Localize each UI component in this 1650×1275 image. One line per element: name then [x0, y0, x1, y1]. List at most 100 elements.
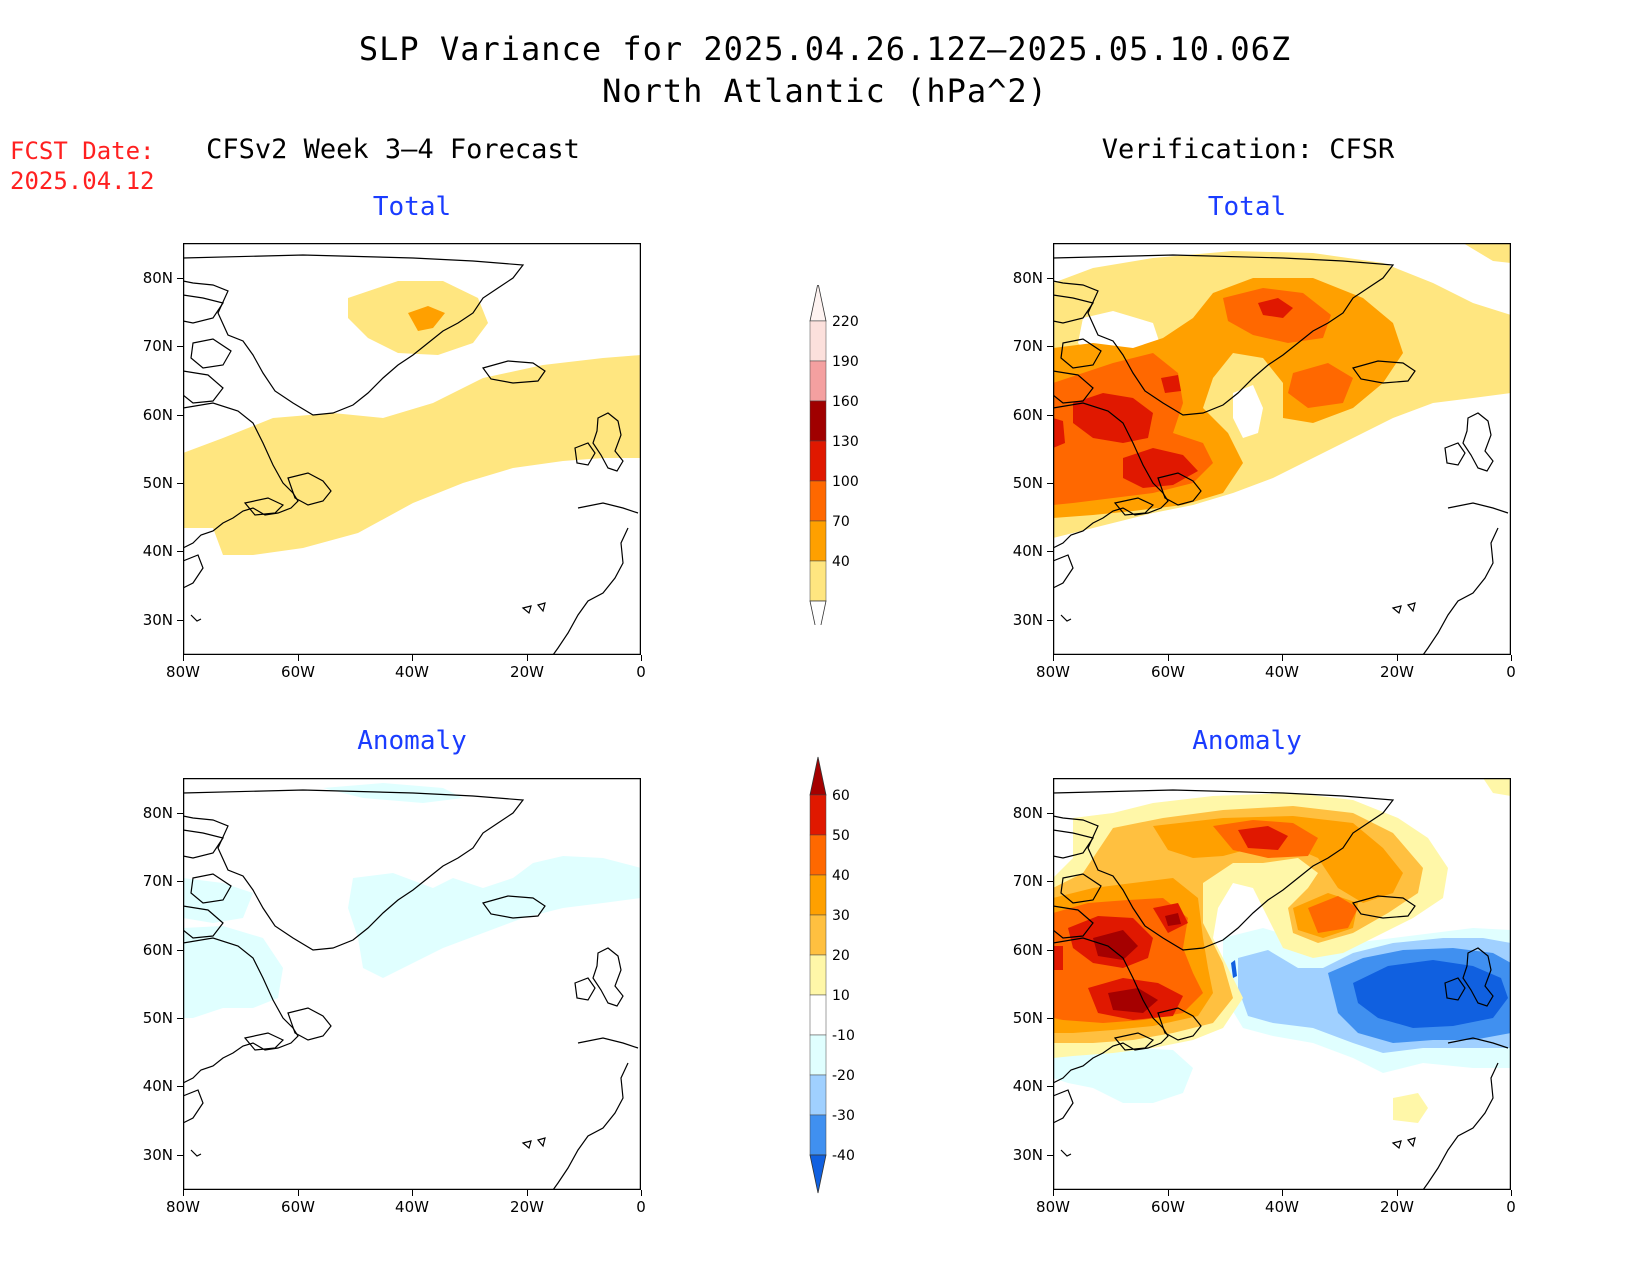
colorbar-anomaly-label: -30	[832, 1108, 855, 1124]
forecast-anomaly-lat-tick	[177, 881, 183, 882]
verification-anomaly-lon-label: 60W	[1151, 1198, 1185, 1216]
forecast-anomaly-map	[183, 778, 641, 1190]
colorbar-total-label: 40	[832, 554, 850, 570]
colorbar-total-label: 190	[832, 354, 859, 370]
forecast-total-lon-label: 40W	[395, 663, 429, 681]
verification-total-lat-label: 40N	[1012, 542, 1043, 560]
colorbar-total-segment	[809, 520, 827, 562]
fcst-date-block: FCST Date: 2025.04.12	[10, 136, 155, 196]
colorbar-anomaly-segment	[809, 914, 827, 956]
forecast-total-lat-tick	[177, 415, 183, 416]
verification-anomaly-map	[1053, 778, 1511, 1190]
verification-total-lat-label: 60N	[1012, 406, 1043, 424]
forecast-anomaly-lon-label: 0	[636, 1198, 646, 1216]
colorbar-total: 220 190 160 130 100 70 40	[800, 282, 880, 640]
verification-anomaly-lon-tick	[1168, 1190, 1169, 1196]
colorbar-anomaly-label: 30	[832, 908, 850, 924]
verification-total-lon-label: 0	[1506, 663, 1516, 681]
verification-anomaly-contours	[1053, 778, 1511, 1123]
verification-total-lat-tick	[1047, 346, 1053, 347]
fcst-date-label: FCST Date:	[10, 137, 155, 165]
verification-anomaly-lon-label: 20W	[1380, 1198, 1414, 1216]
colorbar-total-label: 70	[832, 514, 850, 530]
colorbar-anomaly-label: -20	[832, 1068, 855, 1084]
forecast-total-map	[183, 243, 641, 655]
colorbar-anomaly-label: -10	[832, 1028, 855, 1044]
verification-total-map	[1053, 243, 1511, 655]
forecast-total-lat-label: 60N	[142, 406, 173, 424]
forecast-anomaly-lon-label: 40W	[395, 1198, 429, 1216]
forecast-total-lon-tick	[641, 655, 642, 661]
verification-total-lon-tick	[1282, 655, 1283, 661]
colorbar-total-segment	[809, 560, 827, 602]
verification-total-contours	[1053, 243, 1511, 538]
forecast-total-lat-tick	[177, 278, 183, 279]
colorbar-anomaly-segment	[809, 1074, 827, 1116]
colorbar-anomaly-segment	[809, 994, 827, 1036]
forecast-anomaly-lat-label: 30N	[142, 1146, 173, 1164]
verification-total-lon-tick	[1511, 655, 1512, 661]
forecast-anomaly-lat-label: 60N	[142, 941, 173, 959]
colorbar-anomaly-label: 50	[832, 828, 850, 844]
forecast-anomaly-lat-label: 50N	[142, 1009, 173, 1027]
forecast-anomaly-subtitle: Anomaly	[357, 726, 467, 756]
verification-anomaly-lat-label: 80N	[1012, 804, 1043, 822]
colorbar-total-segment	[809, 480, 827, 522]
verification-anomaly-lon-label: 40W	[1265, 1198, 1299, 1216]
colorbar-total-label: 160	[832, 394, 859, 410]
verification-total-lon-label: 40W	[1265, 663, 1299, 681]
colorbar-anomaly: 60 50 40 30 20 10 -10 -20 -30 -40	[800, 755, 880, 1219]
verification-anomaly-lat-label: 70N	[1012, 872, 1043, 890]
forecast-total-contours	[183, 281, 641, 555]
fcst-date-value: 2025.04.12	[10, 167, 155, 195]
verification-anomaly-lat-label: 40N	[1012, 1077, 1043, 1095]
forecast-anomaly-lat-label: 80N	[142, 804, 173, 822]
verification-anomaly-lon-tick	[1282, 1190, 1283, 1196]
forecast-total-lon-tick	[298, 655, 299, 661]
verification-anomaly-lat-tick	[1047, 881, 1053, 882]
colorbar-anomaly-segment	[809, 794, 827, 836]
forecast-anomaly-lat-tick	[177, 1155, 183, 1156]
forecast-total-lat-label: 50N	[142, 474, 173, 492]
forecast-anomaly-lon-tick	[412, 1190, 413, 1196]
verification-anomaly-lon-tick	[1397, 1190, 1398, 1196]
forecast-total-lon-label: 80W	[166, 663, 200, 681]
colorbar-anomaly-segment	[809, 834, 827, 876]
verification-total-lon-label: 20W	[1380, 663, 1414, 681]
forecast-total-lat-label: 80N	[142, 269, 173, 287]
colorbar-anomaly-label: 20	[832, 948, 850, 964]
colorbar-anomaly-label: 40	[832, 868, 850, 884]
verification-total-lat-tick	[1047, 551, 1053, 552]
colorbar-total-segment	[809, 320, 827, 362]
verification-anomaly-lon-tick	[1053, 1190, 1054, 1196]
forecast-anomaly-contours	[183, 783, 641, 1018]
colorbar-anomaly-label: 10	[832, 988, 850, 1004]
forecast-anomaly-lon-tick	[641, 1190, 642, 1196]
colorbar-total-segment	[809, 400, 827, 442]
forecast-anomaly-lon-label: 60W	[281, 1198, 315, 1216]
verification-anomaly-lat-tick	[1047, 1155, 1053, 1156]
verification-total-lat-label: 30N	[1012, 611, 1043, 629]
main-title: SLP Variance for 2025.04.26.12Z—2025.05.…	[358, 30, 1292, 68]
forecast-total-subtitle: Total	[372, 192, 452, 222]
forecast-total-lat-label: 70N	[142, 337, 173, 355]
forecast-total-lon-tick	[183, 655, 184, 661]
verification-total-lat-label: 80N	[1012, 269, 1043, 287]
forecast-anomaly-lon-tick	[183, 1190, 184, 1196]
colorbar-anomaly-label: -40	[832, 1148, 855, 1164]
verification-anomaly-lat-label: 60N	[1012, 941, 1043, 959]
verification-column-title: Verification: CFSR	[1101, 134, 1395, 165]
verification-anomaly-lon-label: 80W	[1036, 1198, 1070, 1216]
colorbar-total-segment	[809, 440, 827, 482]
forecast-anomaly-lat-label: 40N	[142, 1077, 173, 1095]
verification-anomaly-lat-tick	[1047, 950, 1053, 951]
forecast-column-title: CFSv2 Week 3—4 Forecast	[206, 134, 580, 165]
verification-total-lon-tick	[1397, 655, 1398, 661]
colorbar-total-segment	[809, 360, 827, 402]
verification-anomaly-lat-label: 30N	[1012, 1146, 1043, 1164]
forecast-anomaly-lat-tick	[177, 813, 183, 814]
verification-total-lat-label: 70N	[1012, 337, 1043, 355]
colorbar-total-label: 220	[832, 314, 859, 330]
verification-anomaly-lat-tick	[1047, 1086, 1053, 1087]
forecast-total-lat-tick	[177, 483, 183, 484]
